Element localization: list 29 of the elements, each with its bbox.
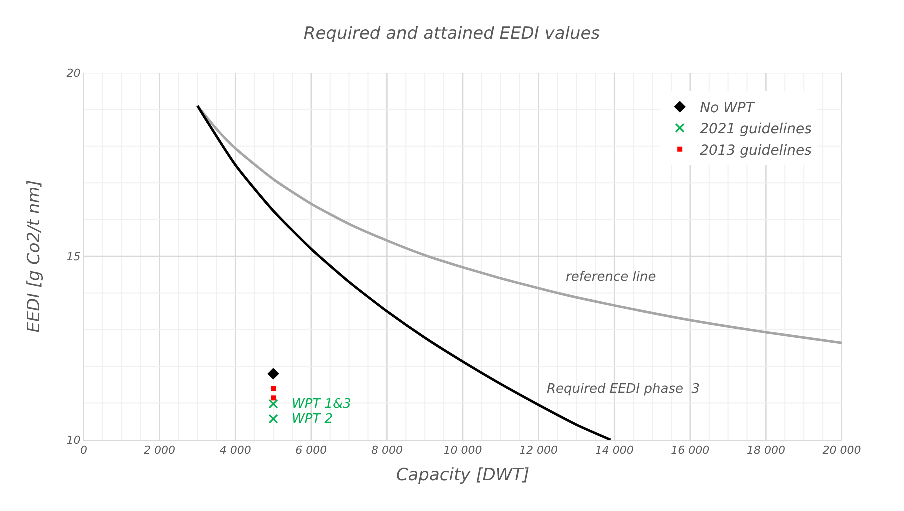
legend-label: No WPT bbox=[700, 100, 756, 116]
x-axis-title: Capacity [DWT] bbox=[396, 466, 530, 486]
point bbox=[268, 368, 280, 380]
x-tick-label: 6 000 bbox=[296, 444, 328, 458]
legend-label: 2021 guidelines bbox=[700, 122, 812, 138]
annotation: WPT 2 bbox=[292, 412, 334, 427]
point bbox=[268, 399, 278, 409]
y-axis-title: EEDI [g Co2/t nm] bbox=[24, 180, 44, 333]
y-tick-label: 15 bbox=[66, 250, 81, 264]
annotation: reference line bbox=[566, 270, 656, 285]
x-tick-label: 14 000 bbox=[595, 444, 634, 458]
x-tick-label: 2 000 bbox=[144, 444, 176, 458]
x-tick-label: 18 000 bbox=[746, 444, 786, 458]
point bbox=[271, 396, 276, 401]
x-tick-label: 8 000 bbox=[371, 444, 403, 458]
annotation: WPT 1&3 bbox=[292, 397, 352, 412]
point bbox=[268, 414, 278, 424]
x-tick-label: 20 000 bbox=[822, 444, 862, 458]
chart-title: Required and attained EEDI values bbox=[304, 24, 600, 44]
y-tick-label: 10 bbox=[66, 434, 81, 447]
annotation: Required EEDI phase 3 bbox=[547, 382, 700, 397]
x-tick-label: 12 000 bbox=[520, 444, 558, 458]
point bbox=[271, 386, 276, 392]
x-tick-label: 0 bbox=[80, 444, 88, 458]
x-tick-label: 4 000 bbox=[220, 444, 252, 458]
x-tick-label: 10 000 bbox=[444, 444, 482, 458]
x-tick-label: 16 000 bbox=[671, 444, 710, 458]
legend-label: 2013 guidelines bbox=[700, 142, 812, 159]
y-tick-label: 20 bbox=[66, 66, 81, 80]
